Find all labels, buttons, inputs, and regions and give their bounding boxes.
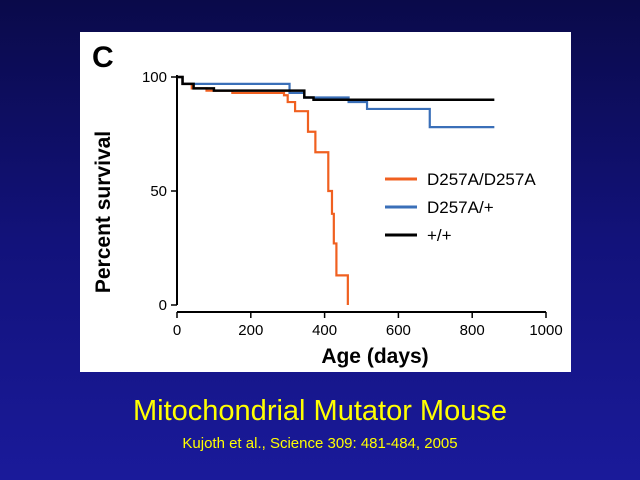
- series-line-3: [177, 75, 495, 102]
- y-tick-label: 100: [142, 69, 167, 86]
- x-tick-label: 1000: [529, 322, 562, 339]
- slide-title: Mitochondrial Mutator Mouse: [133, 395, 507, 427]
- y-ticks: 0 50 100: [142, 69, 177, 314]
- series-line-1: [177, 75, 349, 305]
- x-tick-label: 800: [460, 322, 485, 339]
- y-tick-label: 0: [159, 297, 167, 314]
- y-tick-label: 50: [150, 183, 167, 200]
- legend-label: D257A/+: [427, 198, 494, 217]
- legend-label: D257A/D257A: [427, 170, 536, 189]
- legend-label: +/+: [427, 226, 452, 245]
- axes: [176, 75, 546, 313]
- x-axis-title: Age (days): [321, 345, 428, 368]
- x-ticks: 0 200 400 600 800 1000: [173, 312, 563, 339]
- chart-panel: C 0 200 400 600 800 1000 0 50 100 D257A/D257A D2…: [80, 32, 571, 372]
- x-tick-label: 400: [312, 322, 337, 339]
- series-lines: [177, 75, 495, 305]
- slide-citation: Kujoth et al., Science 309: 481-484, 200…: [182, 435, 458, 452]
- series-line-2: [177, 75, 495, 129]
- x-tick-label: 0: [173, 322, 181, 339]
- x-tick-label: 600: [386, 322, 411, 339]
- panel-label: C: [92, 41, 114, 74]
- y-axis-title: Percent survival: [92, 131, 115, 293]
- legend: D257A/D257A D257A/+ +/+: [385, 170, 536, 245]
- x-tick-label: 200: [238, 322, 263, 339]
